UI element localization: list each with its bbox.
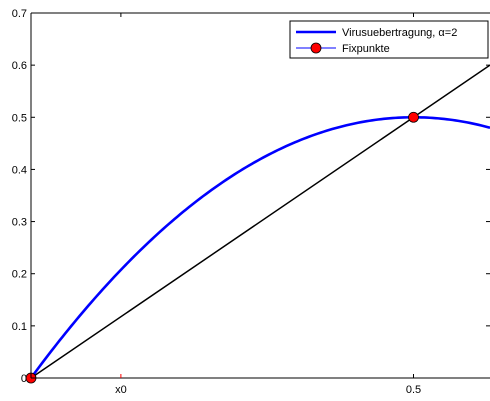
- x-tick-label-0: x0: [115, 384, 127, 396]
- y-tick-label-3: 0.3: [12, 217, 27, 229]
- y-tick-label-6: 0.6: [12, 60, 27, 72]
- y-tick-label-2: 0.2: [12, 269, 27, 281]
- legend-label-virus: Virusuebertragung, α=2: [342, 27, 457, 39]
- legend-marker-fixpunkte: [310, 42, 322, 54]
- fixpoint-marker-1: [408, 111, 419, 123]
- y-tick-label-1: 0.1: [12, 321, 27, 333]
- y-tick-label-7: 0.7: [12, 8, 27, 20]
- legend-label-fixpunkte: Fixpunkte: [342, 43, 390, 55]
- legend-box: [289, 20, 489, 59]
- y-tick-label-0: 0: [21, 373, 27, 385]
- plot-background: [31, 13, 490, 378]
- x-tick-label-1: 0.5: [406, 384, 421, 396]
- ticks-layer: 0 0.1 0.2 0.3 0.4 0.5 0.6 0.7 x0 0.5: [12, 8, 490, 396]
- legend: Virusuebertragung, α=2 Fixpunkte: [289, 20, 489, 59]
- y-tick-label-4: 0.4: [12, 164, 27, 176]
- y-tick-label-5: 0.5: [12, 112, 27, 124]
